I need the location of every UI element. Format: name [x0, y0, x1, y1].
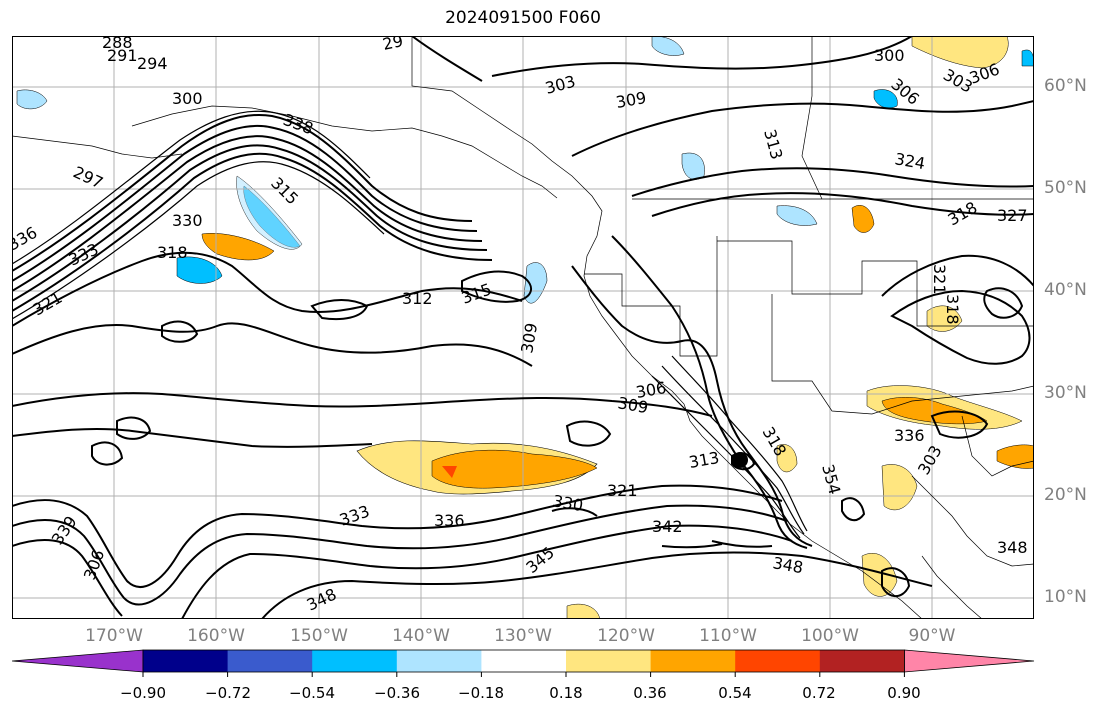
- colorbar-tick-label: 0.90: [887, 684, 921, 702]
- colorbar: [12, 649, 1035, 677]
- longitude-label: 120°W: [597, 626, 655, 646]
- colorbar-segment: [566, 650, 652, 672]
- colorbar-segment: [143, 650, 229, 672]
- contour-label: 330: [172, 211, 203, 230]
- colorbar-segment: [819, 650, 905, 672]
- colorbar-tick-label: −0.18: [458, 684, 504, 702]
- latitude-label: 50°N: [1044, 178, 1087, 198]
- positive-anomaly-patch-baja: [776, 444, 798, 473]
- colorbar-tick-label: 0.36: [633, 684, 667, 702]
- latitude-label: 30°N: [1044, 383, 1087, 403]
- negative-anomaly-patch-pacific: [176, 256, 223, 284]
- longitude-label: 110°W: [699, 626, 757, 646]
- coastlines-and-borders: [12, 36, 1034, 619]
- height-contours: [12, 36, 1034, 619]
- colorbar-segment: [650, 650, 736, 672]
- colorbar-extension-max: [904, 649, 1035, 673]
- latitude-label: 20°N: [1044, 485, 1087, 505]
- negative-anomaly-patch-hudson: [1021, 49, 1034, 67]
- positive-anomaly-patch-plains: [851, 205, 875, 233]
- longitude-label: 170°W: [85, 626, 143, 646]
- colorbar-tick-label: 0.54: [718, 684, 752, 702]
- colorbar-segment: [735, 650, 821, 672]
- colorbar-tick-label: 0.72: [802, 684, 836, 702]
- positive-anomaly-patch-mexico: [861, 553, 898, 597]
- contour-label: 300: [874, 46, 905, 65]
- contour-label: 291: [107, 46, 138, 65]
- map-frame: [12, 36, 1034, 619]
- longitude-label: 90°W: [908, 626, 956, 646]
- latitude-label: 10°N: [1044, 587, 1087, 607]
- positive-anomaly-max: [442, 466, 457, 478]
- positive-anomaly-core: [431, 449, 598, 489]
- colorbar-extension-min: [12, 649, 144, 673]
- colorbar-segment: [481, 650, 567, 672]
- longitude-label: 150°W: [290, 626, 348, 646]
- map-title: 2024091500 F060: [445, 8, 601, 28]
- map-panel: 288 291 294 297 300 29 303 309 313 324 3…: [12, 36, 1034, 619]
- contour-label: 294: [137, 54, 168, 73]
- negative-anomaly-patch-bering: [16, 89, 48, 110]
- contour-label: 300: [172, 89, 203, 108]
- negative-anomaly-patch-montana: [776, 205, 818, 226]
- positive-anomaly-patch-pacnw: [201, 233, 275, 261]
- positive-anomaly-patch-east2: [926, 305, 963, 332]
- colorbar-segment: [312, 650, 398, 672]
- negative-anomaly-patch-yukon: [873, 89, 898, 109]
- colorbar-tick-label: −0.36: [374, 684, 420, 702]
- longitude-label: 160°W: [187, 626, 245, 646]
- contour-label: 288: [102, 36, 133, 52]
- colorbar-segment: [227, 650, 313, 672]
- contour-label: 312: [402, 289, 433, 308]
- contour-label: 336: [434, 511, 465, 530]
- colorbar-tick-label: −0.72: [205, 684, 251, 702]
- negative-anomaly-patch-aleutian: [651, 36, 685, 56]
- latitude-label: 60°N: [1044, 76, 1087, 96]
- colorbar-segment: [396, 650, 482, 672]
- contour-label: 318: [157, 243, 188, 262]
- negative-anomaly-patch-gulfak-light: [236, 175, 303, 250]
- colorbar-tick-label: 0.18: [549, 684, 583, 702]
- positive-anomaly-patch-gulfcoast: [881, 464, 918, 511]
- longitude-label: 130°W: [494, 626, 552, 646]
- shaded-anomaly-field: [16, 36, 1034, 619]
- colorbar-tick-label: −0.90: [120, 684, 166, 702]
- negative-anomaly-patch-alberta: [681, 152, 705, 180]
- positive-anomaly-core-east: [881, 397, 988, 425]
- low-center-marker: [732, 452, 748, 468]
- contour-label: 336: [894, 426, 925, 445]
- contour-label: 327: [997, 206, 1028, 225]
- colorbar-tick-label: −0.54: [289, 684, 335, 702]
- latitude-label: 40°N: [1044, 280, 1087, 300]
- longitude-label: 100°W: [801, 626, 859, 646]
- contour-label: 348: [997, 538, 1028, 557]
- contour-label: 321: [607, 481, 638, 500]
- contour-label: 321: [930, 264, 949, 295]
- contour-label: 342: [652, 517, 683, 536]
- positive-anomaly-patch-south: [566, 603, 601, 619]
- positive-anomaly-patch-canada: [911, 36, 1009, 69]
- positive-anomaly-patch-gulf: [996, 444, 1034, 469]
- longitude-label: 140°W: [392, 626, 450, 646]
- colorbar-outline: [142, 649, 905, 673]
- contour-label: 318: [943, 294, 962, 325]
- contour-label: 29: [381, 36, 405, 54]
